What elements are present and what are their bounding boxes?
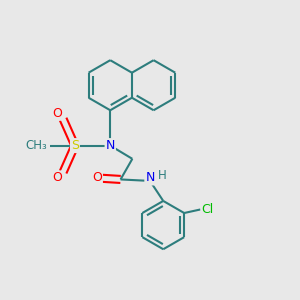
Text: H: H <box>158 169 167 182</box>
Text: N: N <box>106 139 115 152</box>
Text: N: N <box>145 172 155 184</box>
Text: S: S <box>71 139 79 152</box>
Text: O: O <box>52 107 62 120</box>
Text: O: O <box>92 172 102 184</box>
Text: O: O <box>52 172 62 184</box>
Text: CH₃: CH₃ <box>26 139 47 152</box>
Text: Cl: Cl <box>202 203 214 216</box>
